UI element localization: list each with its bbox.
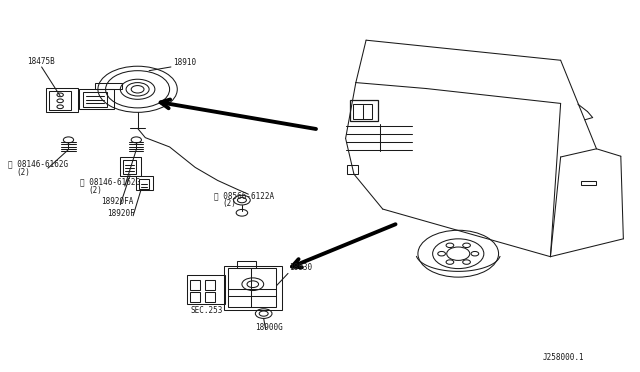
Text: 18910: 18910 bbox=[173, 58, 196, 67]
Bar bbox=[187, 275, 225, 304]
Bar bbox=[79, 89, 114, 109]
Bar bbox=[224, 266, 282, 310]
Bar bbox=[123, 160, 136, 174]
Bar bbox=[83, 92, 107, 107]
Text: SEC.253: SEC.253 bbox=[190, 307, 223, 315]
Bar bbox=[581, 181, 596, 185]
Bar bbox=[136, 176, 153, 190]
Text: Ⓑ 08146-6162G: Ⓑ 08146-6162G bbox=[80, 178, 140, 187]
Bar bbox=[353, 104, 372, 119]
Bar bbox=[46, 88, 78, 112]
Text: Ⓑ 08146-6162G: Ⓑ 08146-6162G bbox=[8, 160, 68, 169]
Text: (2): (2) bbox=[88, 186, 102, 195]
Bar bbox=[139, 179, 149, 189]
Text: Ⓢ 08566-6122A: Ⓢ 08566-6122A bbox=[214, 191, 275, 200]
Text: (2): (2) bbox=[223, 199, 237, 208]
Bar bbox=[190, 292, 200, 302]
Text: 18920F: 18920F bbox=[108, 209, 135, 218]
Bar bbox=[347, 165, 358, 174]
Text: J258000.1: J258000.1 bbox=[543, 353, 584, 362]
Bar bbox=[190, 280, 200, 290]
Bar bbox=[237, 261, 256, 268]
Bar bbox=[120, 157, 141, 176]
Bar bbox=[205, 280, 215, 290]
Text: 18900G: 18900G bbox=[255, 323, 282, 332]
Bar bbox=[205, 292, 215, 302]
Bar bbox=[95, 83, 122, 89]
Text: 18920FA: 18920FA bbox=[101, 198, 134, 206]
Bar bbox=[350, 100, 378, 121]
Text: (2): (2) bbox=[16, 168, 30, 177]
Text: 18475B: 18475B bbox=[27, 57, 54, 66]
Bar bbox=[228, 268, 276, 307]
Bar bbox=[49, 91, 71, 110]
Text: 18930: 18930 bbox=[289, 263, 312, 272]
